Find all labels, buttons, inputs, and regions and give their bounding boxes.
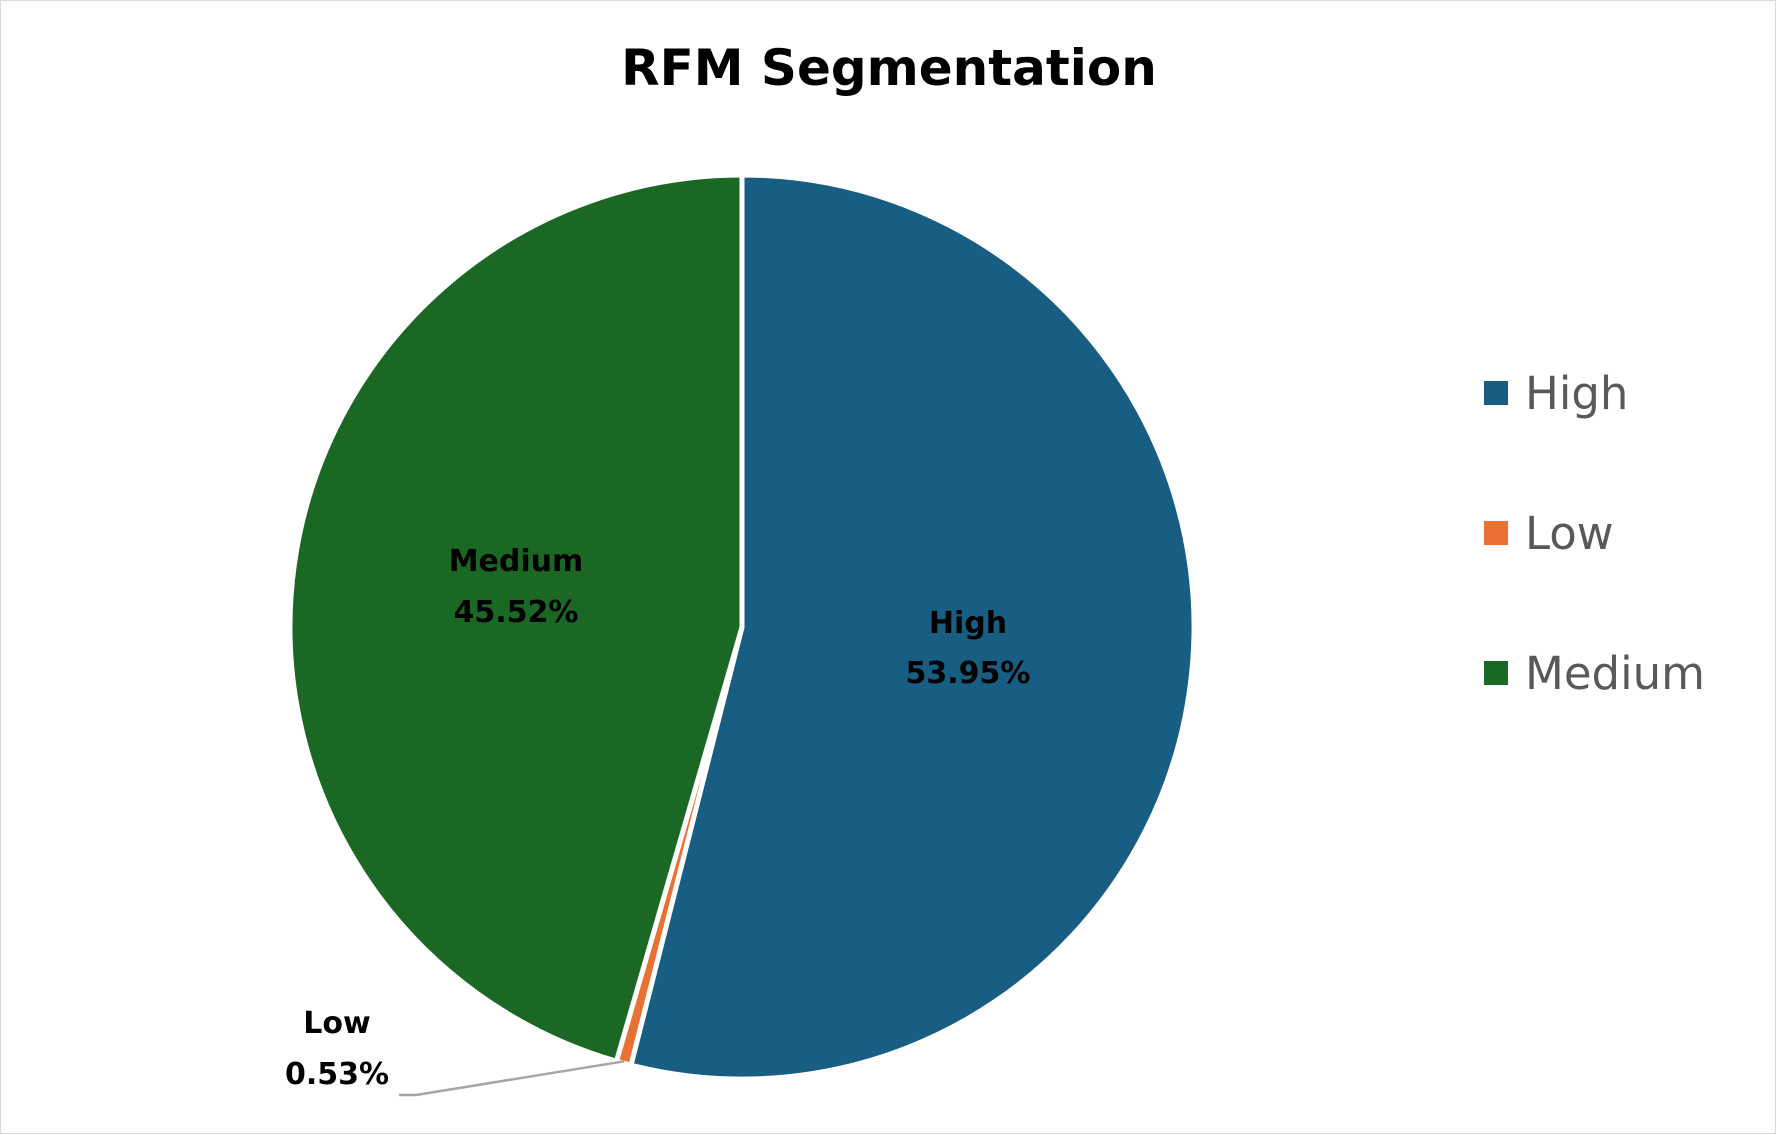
pie-slice-medium: [287, 172, 745, 1064]
data-label-value-low: 0.53%: [285, 1057, 389, 1092]
leader-line-low: [399, 1060, 625, 1097]
data-label-category-medium: Medium: [449, 544, 584, 579]
legend-swatch-medium: [1484, 661, 1508, 685]
data-label-category-low: Low: [303, 1006, 370, 1041]
legend-swatch-low: [1484, 521, 1508, 545]
chart-title: RFM Segmentation: [621, 39, 1157, 97]
data-label-value-medium: 45.52%: [454, 595, 579, 630]
legend: High Low Medium: [1484, 367, 1705, 700]
legend-label-medium: Medium: [1525, 647, 1705, 700]
pie-data-labels: High 53.95% Low 0.53% Medium 45.52%: [285, 544, 1031, 1097]
legend-label-high: High: [1525, 367, 1628, 420]
data-label-value-high: 53.95%: [906, 656, 1031, 691]
data-label-category-high: High: [929, 606, 1007, 641]
pie-slice-high: [628, 172, 1197, 1082]
legend-label-low: Low: [1525, 507, 1614, 560]
pie-slices: [287, 172, 1197, 1082]
legend-swatch-high: [1484, 381, 1508, 405]
